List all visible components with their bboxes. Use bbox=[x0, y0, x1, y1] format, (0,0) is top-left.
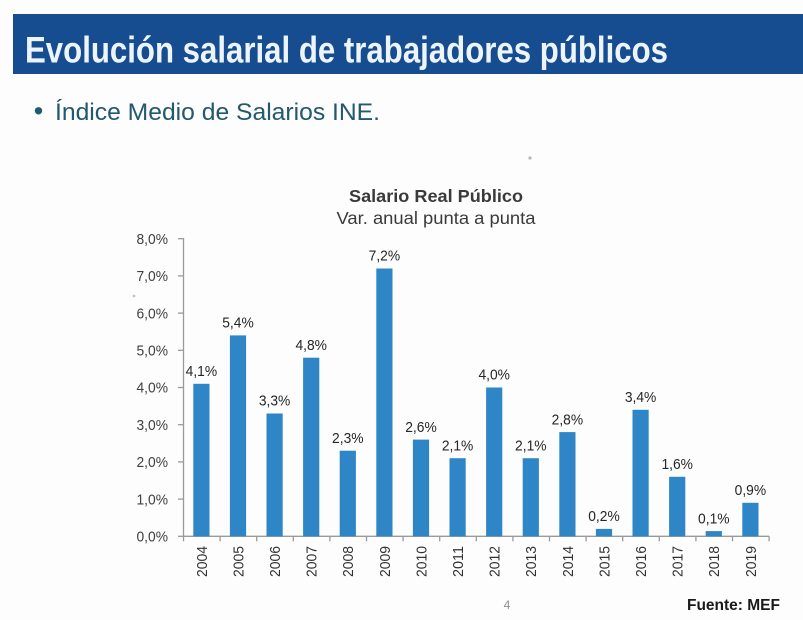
svg-text:0,2%: 0,2% bbox=[588, 508, 620, 525]
svg-text:2,8%: 2,8% bbox=[552, 411, 584, 428]
svg-text:0,1%: 0,1% bbox=[698, 510, 730, 527]
svg-text:Var. anual punta a punta: Var. anual punta a punta bbox=[337, 208, 536, 228]
svg-text:Fuente: MEF: Fuente: MEF bbox=[687, 597, 780, 614]
svg-text:2005: 2005 bbox=[230, 546, 247, 577]
svg-text:4,0%: 4,0% bbox=[137, 380, 169, 397]
svg-text:2010: 2010 bbox=[413, 546, 430, 577]
svg-text:2013: 2013 bbox=[523, 546, 540, 577]
svg-text:4,8%: 4,8% bbox=[295, 337, 327, 354]
svg-text:2014: 2014 bbox=[560, 546, 577, 577]
svg-text:0,0%: 0,0% bbox=[137, 529, 169, 546]
svg-text:Evolución salarial de trabajad: Evolución salarial de trabajadores públi… bbox=[25, 29, 668, 71]
svg-text:4: 4 bbox=[504, 598, 511, 612]
svg-text:4,0%: 4,0% bbox=[478, 367, 510, 384]
svg-text:2015: 2015 bbox=[596, 546, 613, 577]
svg-text:Índice Medio de Salarios INE.: Índice Medio de Salarios INE. bbox=[55, 99, 380, 126]
svg-text:2004: 2004 bbox=[194, 546, 211, 577]
svg-text:1,0%: 1,0% bbox=[137, 491, 169, 508]
svg-text:3,3%: 3,3% bbox=[259, 393, 291, 410]
svg-text:8,0%: 8,0% bbox=[137, 231, 169, 248]
svg-text:3,0%: 3,0% bbox=[137, 417, 169, 434]
svg-text:4,1%: 4,1% bbox=[186, 363, 218, 380]
svg-text:2,0%: 2,0% bbox=[137, 454, 169, 471]
svg-text:2012: 2012 bbox=[487, 546, 504, 577]
svg-text:2017: 2017 bbox=[670, 546, 687, 577]
svg-text:0,9%: 0,9% bbox=[735, 482, 767, 499]
svg-text:2019: 2019 bbox=[743, 546, 760, 577]
svg-text:2,3%: 2,3% bbox=[332, 430, 364, 447]
svg-text:1,6%: 1,6% bbox=[661, 456, 693, 473]
svg-text:2008: 2008 bbox=[340, 546, 357, 577]
svg-text:Salario Real Público: Salario Real Público bbox=[349, 186, 523, 206]
svg-text:2,1%: 2,1% bbox=[515, 437, 547, 454]
svg-text:2018: 2018 bbox=[706, 546, 723, 577]
svg-text:2016: 2016 bbox=[633, 546, 650, 577]
svg-text:2011: 2011 bbox=[450, 546, 467, 577]
svg-text:2006: 2006 bbox=[267, 546, 284, 577]
svg-text:2007: 2007 bbox=[304, 546, 321, 577]
svg-text:3,4%: 3,4% bbox=[625, 389, 657, 406]
svg-text:5,4%: 5,4% bbox=[222, 315, 254, 332]
svg-text:6,0%: 6,0% bbox=[137, 305, 169, 322]
svg-text:5,0%: 5,0% bbox=[137, 343, 169, 360]
svg-text:2,1%: 2,1% bbox=[442, 437, 474, 454]
svg-text:7,0%: 7,0% bbox=[137, 268, 169, 285]
svg-text:2,6%: 2,6% bbox=[405, 419, 437, 436]
svg-text:2009: 2009 bbox=[377, 546, 394, 577]
svg-text:7,2%: 7,2% bbox=[369, 248, 401, 265]
